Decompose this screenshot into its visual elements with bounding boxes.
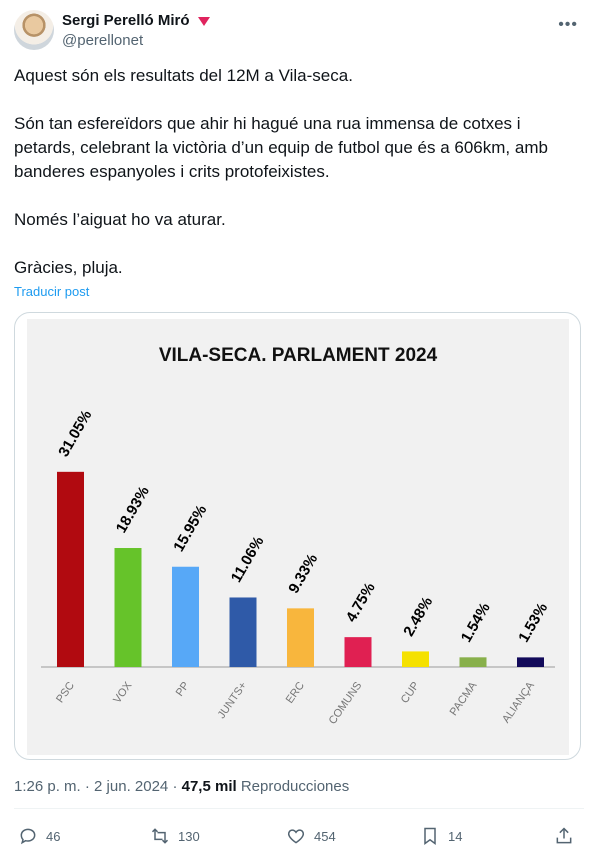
heart-badge-icon <box>197 17 210 26</box>
bar-pacma <box>459 657 487 667</box>
bar-psc <box>57 471 84 667</box>
data-label: 2.48% <box>400 594 436 639</box>
chart-title: VILA-SECA. PARLAMENT 2024 <box>158 345 438 366</box>
bar-cup <box>402 651 429 667</box>
bar-comuns <box>344 637 372 667</box>
tick-label: VOX <box>111 679 135 705</box>
bar-vox <box>114 548 142 667</box>
tick-label: COMUNS <box>327 680 365 727</box>
data-label: 4.75% <box>343 580 379 625</box>
like-count: 454 <box>314 828 336 844</box>
author-row: Sergi Perelló Miró <box>62 12 210 29</box>
repost-icon <box>151 828 169 844</box>
heart-icon <box>287 829 305 844</box>
media-image[interactable]: VILA-SECA. PARLAMENT 2024 31.05% PSC 18.93… <box>14 312 581 760</box>
meta-separator: · <box>172 778 182 795</box>
reply-count: 46 <box>46 828 61 844</box>
views-count: 47,5 mil <box>181 778 237 795</box>
meta-separator: · <box>84 778 95 795</box>
tweet-meta: 1:26 p. m. · 2 jun. 2024 · 47,5 mil Repr… <box>14 778 349 795</box>
tick-label: ALIANÇA <box>500 679 537 725</box>
chart-area: VILA-SECA. PARLAMENT 2024 31.05% PSC 18.93… <box>27 319 569 755</box>
tweet-paragraph: Aquest són els resultats del 12M a Vila-… <box>14 66 353 85</box>
bar-aliana <box>517 657 544 667</box>
tweet-date[interactable]: 2 jun. 2024 <box>94 778 169 795</box>
share-button[interactable] <box>554 826 574 846</box>
data-label: 1.54% <box>458 600 494 645</box>
tweet-paragraph: Només l’aiguat ho va aturar. <box>14 210 226 229</box>
translate-link[interactable]: Traducir post <box>14 284 90 299</box>
bar-erc <box>287 608 314 667</box>
like-button[interactable]: 454 <box>286 826 336 846</box>
bookmark-icon <box>424 827 436 845</box>
data-label: 15.95% <box>170 502 210 555</box>
repost-count: 130 <box>178 828 200 844</box>
bookmark-button[interactable]: 14 <box>420 826 462 846</box>
author-handle[interactable]: @perellonet <box>62 32 144 49</box>
tweet-paragraph: Gràcies, pluja. <box>14 258 123 277</box>
reply-button[interactable]: 46 <box>18 826 60 846</box>
tick-label: PP <box>174 680 192 699</box>
share-icon <box>556 827 572 844</box>
bookmark-count: 14 <box>448 828 463 844</box>
tweet-header: Sergi Perelló Miró @perellonet ••• <box>14 10 584 54</box>
tick-label: ERC <box>284 680 307 706</box>
tweet-paragraph: Són tan esfereïdors que ahir hi hagué un… <box>14 114 548 181</box>
data-label: 31.05% <box>55 407 95 460</box>
data-label: 18.93% <box>113 483 153 536</box>
data-label: 1.53% <box>515 600 551 645</box>
bar-chart: 31.05% PSC 18.93% VOX 15.95% PP 11.06% JUNTS+ 9.… <box>41 407 555 727</box>
tick-label: CUP <box>399 680 422 706</box>
tick-label: PSC <box>54 680 77 705</box>
bar-junts <box>229 597 257 667</box>
author-name[interactable]: Sergi Perelló Miró <box>62 12 190 29</box>
avatar[interactable] <box>14 10 54 50</box>
tick-label: JUNTS+ <box>216 680 250 721</box>
tweet-time[interactable]: 1:26 p. m. <box>14 778 81 795</box>
action-bar: 46 130 454 14 <box>14 820 580 854</box>
repost-button[interactable]: 130 <box>150 826 200 846</box>
data-label: 11.06% <box>228 534 268 586</box>
bar-pp <box>172 566 199 667</box>
tick-label: PACMA <box>448 679 480 718</box>
tweet-text: Aquest són els resultats del 12M a Vila-… <box>14 64 574 280</box>
divider <box>14 808 584 809</box>
reply-icon <box>20 828 36 845</box>
data-label: 9.33% <box>285 551 321 596</box>
views-label: Reproducciones <box>240 778 350 795</box>
more-icon[interactable]: ••• <box>558 16 578 33</box>
